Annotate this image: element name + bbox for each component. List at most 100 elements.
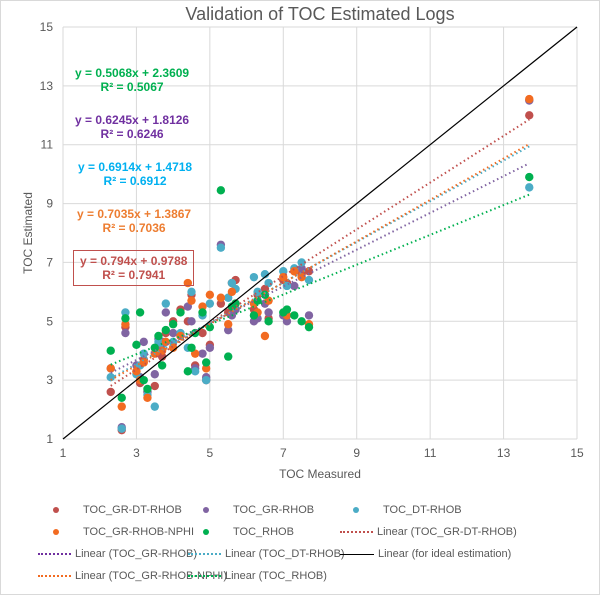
dotted-line-icon [188,553,221,555]
data-point [290,281,299,291]
dotted-line-icon [38,553,71,555]
legend-label: Linear (for ideal estimation) [378,548,512,560]
y-tick-label: 11 [41,138,54,152]
data-point [139,349,148,358]
equation-toc-dt-rhob: y = 0.6914x + 1.4718 R² = 0.6912 [78,160,192,188]
data-point [117,393,126,402]
dotted-line-icon [188,575,221,577]
data-point [187,343,196,352]
data-point [198,302,207,311]
data-point [150,402,159,411]
data-point [264,308,273,317]
legend-item: Linear (for ideal estimation) [340,548,511,560]
equation-text: y = 0.6245x + 1.8126 [75,113,190,127]
data-point [249,272,259,282]
data-point [150,381,159,391]
y-tick-label: 3 [46,373,53,387]
y-tick-label: 15 [40,20,54,34]
data-point [297,258,306,267]
data-point [168,328,178,338]
y-tick-label: 9 [46,197,53,211]
data-point [279,267,288,276]
marker-icon [203,529,209,535]
marker-icon [53,529,59,535]
marker-icon [53,507,59,513]
data-point [290,267,299,276]
y-tick-label: 1 [46,432,53,446]
data-point [139,375,148,385]
y-tick-label: 13 [40,79,54,93]
r2-text: R² = 0.6246 [100,127,164,141]
data-point [176,308,185,317]
x-tick-label: 3 [133,446,140,460]
legend-item: Linear (TOC_RHOB) [188,570,327,582]
data-point [121,308,130,317]
data-point [224,352,233,361]
equation-text: y = 0.794x + 0.9788 [80,254,188,268]
data-point [187,296,196,305]
data-point [161,299,170,308]
data-point [190,367,200,376]
legend-label: Linear (TOC_GR-RHOB) [75,548,198,560]
data-point [201,364,211,373]
x-tick-label: 15 [570,446,584,460]
r2-text: R² = 0.6912 [103,174,167,188]
data-point [297,272,306,282]
equation-toc-gr-rhob: y = 0.6245x + 1.8126 R² = 0.6246 [75,113,189,141]
dotted-line-icon [340,531,373,533]
legend-item: TOC_DT-RHOB [325,504,462,516]
legend-label: TOC_GR-DT-RHOB [83,504,182,516]
data-point [205,299,215,308]
data-point [224,325,233,335]
data-point [198,349,207,358]
data-point [216,293,226,302]
x-tick-label: 7 [280,446,287,460]
marker-icon [203,507,209,513]
data-point [525,183,534,192]
legend-label: TOC_DT-RHOB [383,504,462,516]
legend-label: Linear (TOC_DT-RHOB) [225,548,345,560]
legend-label: TOC_GR-RHOB-NPHI [83,526,195,538]
data-point [121,314,130,323]
x-tick-label: 13 [497,446,511,460]
data-point [282,305,292,314]
data-point [227,287,237,297]
data-point [249,311,259,320]
data-point [525,94,534,104]
data-point [224,320,233,329]
data-point [231,299,240,308]
data-point [304,311,314,320]
data-point [264,278,273,288]
data-point [201,358,211,367]
data-point [117,424,126,433]
data-point [198,328,207,338]
data-point [106,346,115,355]
data-point [143,384,152,394]
r2-text: R² = 0.7036 [102,221,166,235]
trendline [110,162,530,374]
y-tick-label: 5 [46,314,53,328]
x-tick-label: 11 [424,446,437,460]
data-point [168,320,178,329]
equation-toc-gr-dt-rhob: y = 0.794x + 0.9788 R² = 0.7941 [73,250,195,286]
data-point [264,317,273,326]
x-axis-label: TOC Measured [279,467,361,481]
data-point [117,402,126,411]
r2-text: R² = 0.7941 [102,268,166,282]
data-point [260,331,270,341]
data-point [135,308,145,317]
data-point [187,317,196,326]
data-point [525,172,534,182]
data-point [106,387,115,397]
equation-text: y = 0.6914x + 1.4718 [78,160,193,174]
legend-item: Linear (TOC_DT-RHOB) [188,548,345,560]
legend-label: Linear (TOC_GR-RHOB-NPHI) [75,570,227,582]
data-point [205,290,215,299]
dotted-line-icon [38,575,71,577]
legend-item: Linear (TOC_GR-DT-RHOB) [340,526,517,538]
data-point [157,361,167,370]
trendline [110,145,530,380]
data-point [143,393,152,402]
y-axis-label: TOC Estimated [21,192,35,274]
